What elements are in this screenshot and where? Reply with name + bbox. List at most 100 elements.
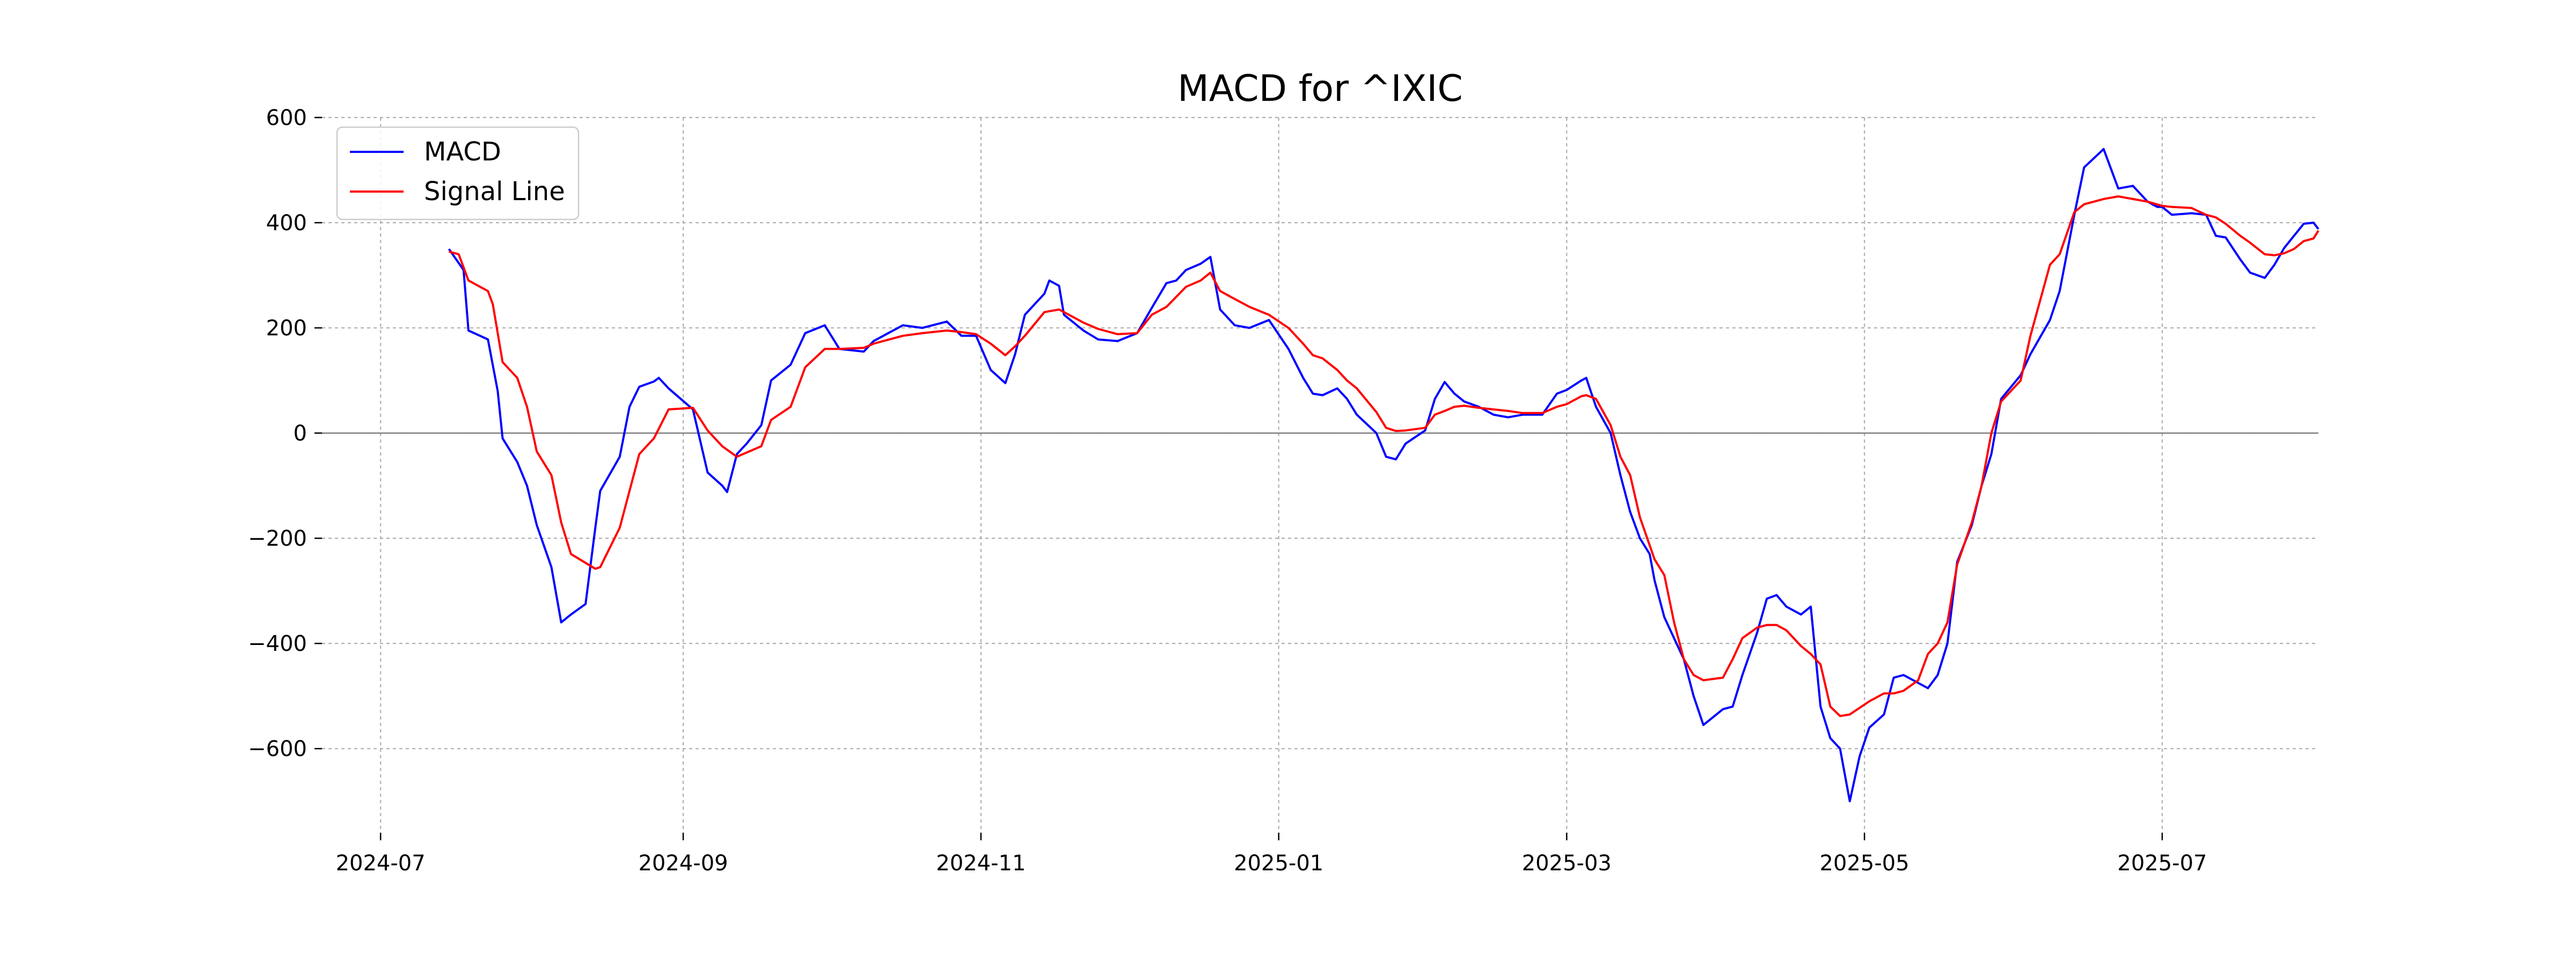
data-point [804, 366, 806, 369]
data-point [2019, 379, 2022, 382]
data-point [1185, 286, 1187, 288]
y-tick-label: −400 [248, 632, 307, 656]
data-point [1673, 621, 1675, 624]
data-point [1117, 340, 1119, 342]
data-point [1619, 456, 1621, 458]
data-point [1663, 616, 1665, 618]
data-point [736, 453, 738, 455]
data-point [2117, 187, 2119, 189]
data-point [1302, 342, 1304, 344]
data-point [1883, 713, 1885, 715]
data-point [1541, 412, 1543, 414]
data-point [1024, 314, 1026, 316]
data-point [721, 445, 723, 448]
data-point [692, 407, 694, 409]
data-point [1234, 324, 1236, 326]
data-point [1356, 414, 1358, 416]
data-point [1883, 692, 1885, 694]
data-point [658, 377, 660, 379]
data-point [1810, 653, 1812, 655]
data-point [960, 335, 962, 337]
data-point [1927, 687, 1929, 689]
data-point [2264, 253, 2266, 255]
data-point [2059, 253, 2061, 255]
data-point [824, 324, 826, 326]
data-point [1063, 314, 1065, 316]
data-point [638, 453, 640, 455]
data-point [1766, 598, 1768, 600]
data-point [1199, 262, 1202, 265]
data-point [550, 474, 552, 476]
data-point [1722, 708, 1724, 710]
data-point [653, 437, 655, 439]
x-axis-ticks: 2024-07 2024-09 2024-11 2025-01 2025-03 2025-… [336, 833, 2207, 876]
data-point [990, 342, 992, 344]
data-point [2303, 223, 2305, 225]
data-point [2171, 206, 2173, 208]
data-point [1609, 432, 1612, 434]
data-point [2293, 235, 2295, 237]
data-point [1219, 290, 1221, 292]
data-point [2283, 252, 2285, 254]
data-point [638, 386, 640, 388]
data-point [2073, 211, 2075, 213]
data-point [1595, 398, 1597, 400]
data-point [1609, 424, 1612, 426]
data-point [1097, 328, 1099, 330]
data-point [1322, 357, 1324, 360]
data-point [1312, 393, 1314, 395]
data-point [1004, 382, 1006, 384]
data-point [1990, 453, 1993, 455]
data-point [707, 472, 709, 474]
data-point [1492, 414, 1495, 416]
data-point [1712, 716, 1714, 718]
legend-label: Signal Line [424, 177, 565, 207]
data-point [1893, 677, 1895, 679]
data-point [2312, 237, 2315, 239]
x-tick-label: 2025-05 [1820, 851, 1909, 876]
data-point [1663, 574, 1665, 576]
data-point [1639, 537, 1641, 539]
data-point [1336, 387, 1338, 390]
data-point [2273, 263, 2275, 266]
data-point [628, 406, 631, 408]
data-point [1004, 354, 1006, 356]
data-point [745, 443, 748, 445]
data-point [536, 450, 538, 452]
data-point [1175, 280, 1177, 282]
data-point [1424, 427, 1426, 429]
data-point [1839, 747, 1841, 750]
data-point [1580, 379, 1583, 382]
data-point [1444, 410, 1446, 412]
data-point [1946, 621, 1949, 624]
data-point [760, 424, 763, 426]
data-point [1829, 737, 1831, 739]
data-point [2161, 205, 2163, 207]
data-point [707, 429, 709, 431]
data-point [1048, 280, 1050, 282]
data-point [873, 340, 875, 342]
data-point [2239, 259, 2241, 261]
data-point [2103, 198, 2105, 200]
data-point [1756, 632, 1758, 634]
data-point [2171, 214, 2173, 216]
data-point [1693, 695, 1695, 697]
data-point [2249, 272, 2251, 274]
data-point [1693, 674, 1695, 676]
data-point [1444, 381, 1446, 383]
data-point [599, 566, 601, 568]
data-point [789, 406, 792, 408]
data-point [492, 303, 494, 305]
data-point [1785, 606, 1788, 608]
data-point [1785, 629, 1788, 632]
data-point [1165, 306, 1167, 308]
data-point [1058, 309, 1060, 311]
data-point [1971, 522, 1973, 524]
data-point [2191, 212, 2193, 214]
series-line-signal-line [448, 195, 2319, 717]
data-point [619, 527, 621, 529]
data-point [1404, 429, 1407, 431]
data-point [2317, 230, 2319, 232]
data-point [2191, 207, 2193, 209]
data-point [1800, 645, 1802, 647]
